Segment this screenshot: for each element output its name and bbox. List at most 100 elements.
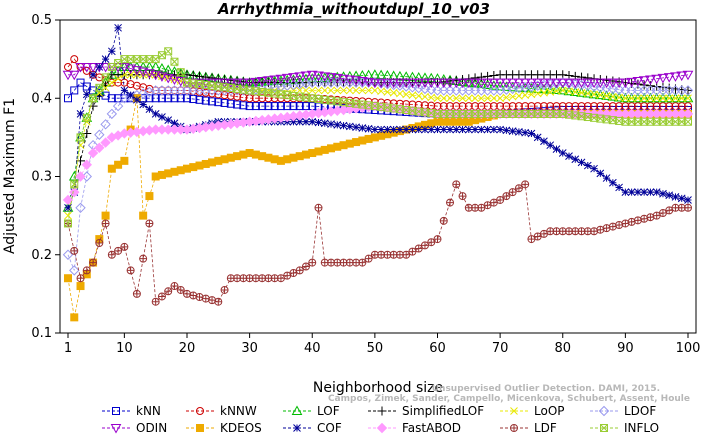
data-point-odin (231, 78, 243, 89)
data-point-ldof (100, 119, 111, 130)
data-point-knnw (226, 91, 235, 100)
data-point-cof (471, 125, 479, 134)
data-point-kdeos (139, 211, 148, 220)
data-point-loop (327, 86, 335, 95)
series-cof (64, 23, 692, 212)
data-point-odin (488, 78, 500, 89)
data-point-odin (419, 78, 431, 89)
data-point-cof (490, 125, 498, 134)
data-point-ldf (439, 216, 448, 225)
data-point-cof (345, 122, 354, 131)
data-point-cof (158, 113, 166, 121)
data-point-odin (169, 75, 180, 85)
data-point-lof (582, 88, 594, 98)
data-point-inflo (101, 73, 110, 82)
data-point-cof (333, 121, 342, 129)
data-point-cof (302, 117, 310, 126)
data-point-loop (421, 92, 429, 101)
data-point-ldf (114, 246, 123, 255)
data-point-odin (375, 78, 387, 89)
data-point-odin (450, 78, 462, 89)
data-point-odin (613, 78, 625, 89)
data-point-loop (646, 94, 655, 103)
data-point-cof (308, 117, 317, 126)
data-point-inflo (170, 57, 179, 66)
data-point-cof (396, 125, 404, 134)
data-point-odin (269, 75, 281, 85)
data-point-ldf (420, 241, 429, 250)
data-point-loop (659, 94, 667, 103)
data-point-ldf (101, 219, 110, 228)
data-point-cof (596, 169, 605, 178)
x-tick-label: 50 (367, 341, 384, 356)
data-point-simplifiedlof (201, 72, 211, 82)
data-point-odin (425, 78, 437, 89)
data-point-cof (464, 125, 473, 134)
data-point-odin (526, 78, 537, 89)
data-point-fastabod (94, 142, 105, 154)
data-point-fastabod (81, 159, 92, 170)
data-point-ldf (452, 180, 461, 189)
data-point-odin (369, 78, 381, 89)
data-point-loop (508, 92, 517, 101)
data-point-odin (338, 74, 349, 85)
data-point-ldof (106, 108, 118, 120)
data-point-loop (533, 89, 542, 98)
series-line-ldf (67, 183, 688, 303)
data-point-cof (446, 125, 454, 134)
data-point-loop (515, 92, 523, 100)
legend-label-inflo: INFLO (624, 421, 659, 434)
data-point-knn (233, 100, 242, 109)
data-point-ldof (388, 79, 399, 91)
data-point-knn (64, 94, 72, 103)
data-point-ldf (514, 184, 523, 193)
data-point-cof (114, 23, 122, 32)
data-point-odin (469, 78, 481, 89)
data-point-cof (352, 123, 360, 132)
data-point-ldof (144, 86, 155, 98)
data-point-cof (439, 125, 448, 134)
data-point-odin (557, 78, 569, 89)
data-point-loop (389, 88, 398, 97)
legend-marker-inflo (600, 424, 608, 432)
data-point-odin (607, 78, 619, 89)
data-point-cof (521, 128, 530, 137)
data-point-odin (331, 73, 343, 84)
data-point-cof (577, 158, 586, 167)
legend-marker-loop (510, 407, 518, 415)
data-point-loop (320, 86, 329, 95)
data-point-ldof (119, 93, 130, 104)
data-point-ldf (126, 266, 135, 275)
legend-label-kdeos: KDEOS (220, 421, 262, 434)
x-tick-label: 90 (617, 341, 634, 356)
data-point-odin (125, 64, 136, 75)
data-point-knnw (220, 91, 229, 100)
data-point-lof (638, 92, 650, 103)
data-point-loop (120, 70, 129, 79)
legend-item-kdeos: KDEOS (186, 421, 262, 434)
data-point-knn (258, 102, 267, 111)
data-point-odin (244, 78, 255, 89)
data-point-cof (82, 90, 91, 99)
data-point-knnw (64, 62, 72, 71)
data-point-cof (107, 47, 116, 56)
data-point-loop (602, 92, 611, 100)
data-point-loop (339, 86, 348, 95)
data-point-loop (396, 89, 404, 98)
data-point-ldf (164, 287, 173, 296)
x-tick-label: 70 (492, 341, 509, 356)
data-point-knn (220, 98, 229, 107)
data-point-odin (507, 78, 519, 89)
data-point-fastabod (75, 171, 86, 182)
data-point-cof (320, 119, 329, 128)
data-point-knnw (214, 90, 223, 99)
data-point-knnw (264, 94, 273, 103)
data-point-odin (413, 78, 425, 89)
data-point-fastabod (87, 147, 99, 159)
data-point-ldf (502, 192, 511, 201)
data-point-inflo (70, 180, 79, 189)
data-point-cof (515, 128, 523, 136)
legend-marker-cof (293, 424, 301, 432)
data-point-loop (452, 94, 461, 103)
data-point-odin (676, 71, 688, 82)
